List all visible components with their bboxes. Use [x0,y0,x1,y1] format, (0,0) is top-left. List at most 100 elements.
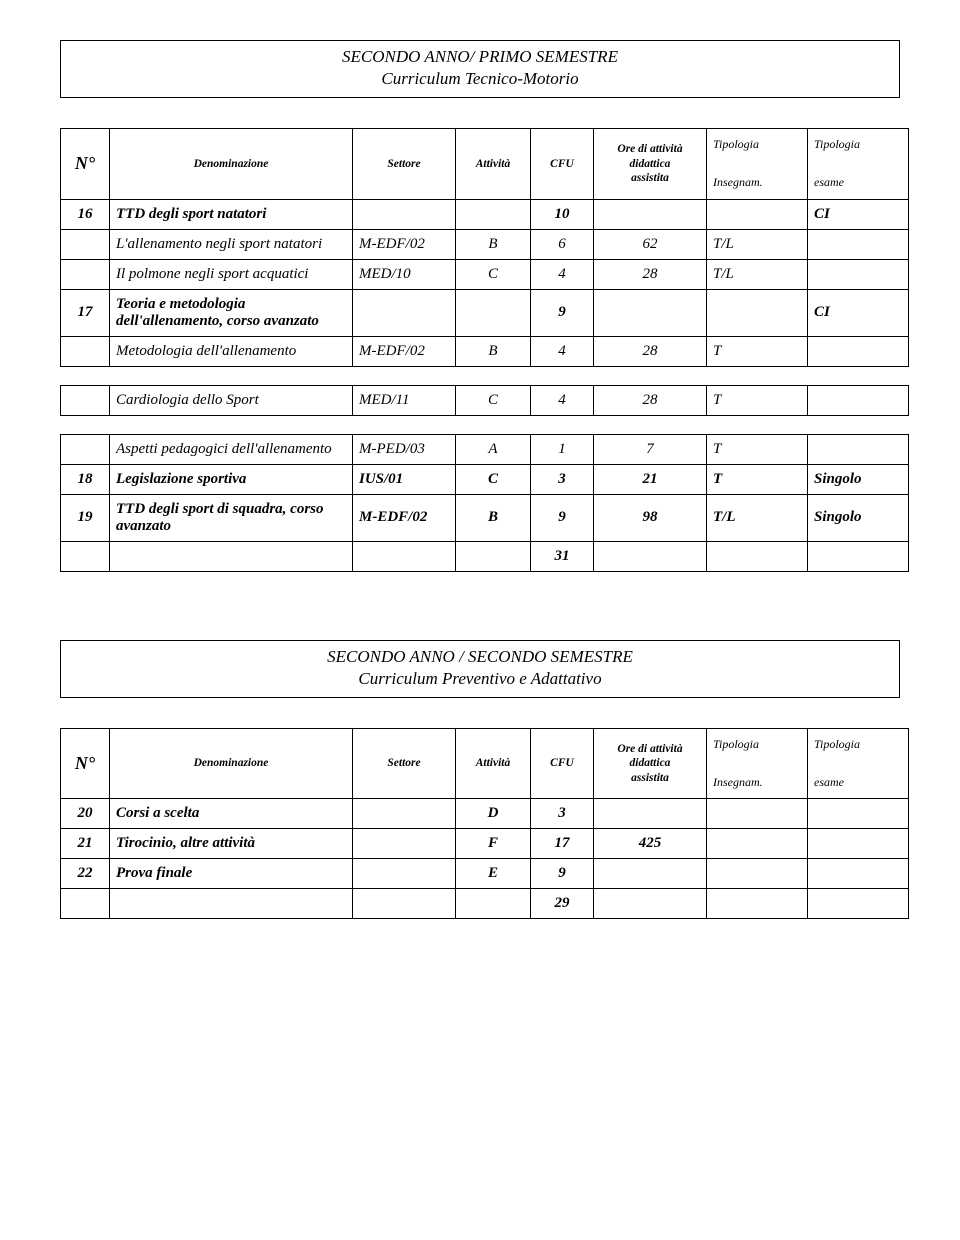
cell-cfu: 9 [531,289,594,336]
table-row: 16 TTD degli sport natatori 10 CI [61,199,909,229]
cell-att: A [456,434,531,464]
cell-cfu: 6 [531,229,594,259]
cell-tip: T [707,336,808,366]
cell-n [61,229,110,259]
cell-esame [808,229,909,259]
cell-set [353,889,456,919]
table-row-sum: 29 [61,889,909,919]
hdr-ins-lbl: Insegnam. [713,775,763,789]
hdr-tip-ins: Tipologia Insegnam. [707,129,808,200]
cell-den: Il polmone negli sport acquatici [110,259,353,289]
cell-att [456,199,531,229]
cell-ore [594,289,707,336]
cell-set [353,799,456,829]
cell-n: 16 [61,199,110,229]
cell-esame [808,541,909,571]
cell-den: Teoria e metodologia dell'allenamento, c… [110,289,353,336]
cell-cfu: 4 [531,385,594,415]
cell-tip [707,289,808,336]
cell-ore: 21 [594,464,707,494]
cell-ore: 98 [594,494,707,541]
cell-esame: Singolo [808,494,909,541]
table-row: 22 Prova finale E 9 [61,859,909,889]
cell-cfu: 4 [531,336,594,366]
cell-ore: 28 [594,259,707,289]
hdr-ore-l2: didattica [630,757,671,769]
hdr-den: Denominazione [110,728,353,799]
table-row: Il polmone negli sport acquatici MED/10 … [61,259,909,289]
hdr-ore-l1: Ore di attività [617,143,682,155]
course-table-seg3: Aspetti pedagogici dell'allenamento M-PE… [60,434,909,572]
cell-att: B [456,336,531,366]
table-row: 21 Tirocinio, altre attività F 17 425 [61,829,909,859]
cell-cfu: 31 [531,541,594,571]
cell-tip: T/L [707,229,808,259]
title-line: SECONDO ANNO/ PRIMO SEMESTRE [61,47,899,67]
cell-set [353,289,456,336]
cell-tip: T/L [707,259,808,289]
cell-esame [808,336,909,366]
hdr-ore: Ore di attività didattica assistita [594,129,707,200]
cell-esame: CI [808,289,909,336]
table-row: 18 Legislazione sportiva IUS/01 C 3 21 T… [61,464,909,494]
cell-esame [808,829,909,859]
cell-n: 22 [61,859,110,889]
cell-esame: Singolo [808,464,909,494]
table-row: Cardiologia dello Sport MED/11 C 4 28 T [61,385,909,415]
cell-tip: T [707,385,808,415]
hdr-tip-ins: Tipologia Insegnam. [707,728,808,799]
cell-n: 17 [61,289,110,336]
cell-att: D [456,799,531,829]
cell-att: C [456,464,531,494]
cell-att: E [456,859,531,889]
cell-set [353,829,456,859]
cell-ore: 28 [594,336,707,366]
hdr-n: N° [61,129,110,200]
cell-den: Metodologia dell'allenamento [110,336,353,366]
table-row: L'allenamento negli sport natatori M-EDF… [61,229,909,259]
cell-att: C [456,259,531,289]
cell-den: Legislazione sportiva [110,464,353,494]
cell-tip [707,541,808,571]
hdr-ins-lbl: Insegnam. [713,175,763,189]
cell-esame [808,889,909,919]
cell-esame [808,385,909,415]
cell-den [110,889,353,919]
cell-n [61,259,110,289]
cell-ore: 62 [594,229,707,259]
hdr-tip-lbl: Tipologia [814,137,860,151]
title-line: SECONDO ANNO / SECONDO SEMESTRE [61,647,899,667]
cell-set: M-EDF/02 [353,229,456,259]
cell-ore [594,889,707,919]
hdr-tip-esame: Tipologia esame [808,728,909,799]
hdr-att: Attività [456,129,531,200]
cell-n [61,889,110,919]
cell-ore [594,199,707,229]
cell-n [61,385,110,415]
course-table-header-1: N° Denominazione Settore Attività CFU Or… [60,128,909,367]
hdr-cfu: CFU [531,129,594,200]
cell-n [61,336,110,366]
cell-den: Prova finale [110,859,353,889]
cell-ore [594,541,707,571]
cell-den: Cardiologia dello Sport [110,385,353,415]
cell-esame [808,434,909,464]
cell-esame: CI [808,199,909,229]
hdr-esame-lbl: esame [814,775,844,789]
section-title-top: SECONDO ANNO/ PRIMO SEMESTRE Curriculum … [60,40,900,98]
cell-att: B [456,229,531,259]
cell-den: Aspetti pedagogici dell'allenamento [110,434,353,464]
cell-cfu: 9 [531,494,594,541]
hdr-tip-lbl: Tipologia [713,137,759,151]
title-line: Curriculum Tecnico-Motorio [61,69,899,89]
cell-ore: 28 [594,385,707,415]
cell-den: TTD degli sport natatori [110,199,353,229]
cell-ore [594,799,707,829]
cell-cfu: 4 [531,259,594,289]
hdr-esame-lbl: esame [814,175,844,189]
cell-n: 20 [61,799,110,829]
table-row: 17 Teoria e metodologia dell'allenamento… [61,289,909,336]
cell-set: IUS/01 [353,464,456,494]
cell-ore [594,859,707,889]
cell-cfu: 10 [531,199,594,229]
